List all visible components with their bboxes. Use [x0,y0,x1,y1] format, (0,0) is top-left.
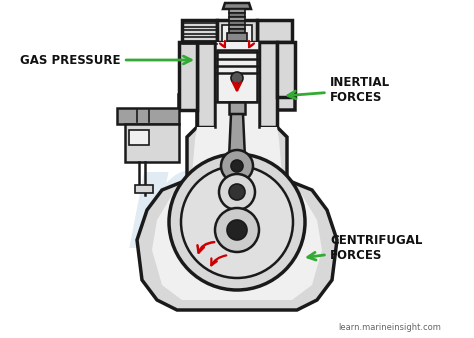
Bar [229,9,245,13]
Bar [135,185,153,193]
Bar [277,42,295,97]
Bar [229,25,245,29]
Bar [229,29,245,33]
Text: CENTRIFUGAL
FORCES: CENTRIFUGAL FORCES [308,234,422,262]
Circle shape [231,72,243,84]
Circle shape [227,220,247,240]
Circle shape [231,160,243,172]
Polygon shape [229,114,245,158]
Text: learn.marineinsight.com: learn.marineinsight.com [338,323,441,333]
Bar [215,42,259,127]
Bar [129,130,149,145]
Circle shape [215,208,259,252]
Bar [217,20,257,42]
Polygon shape [152,127,322,300]
Text: m: m [125,143,269,277]
Circle shape [181,166,293,278]
Circle shape [219,174,255,210]
Bar [229,17,245,21]
Bar [197,42,215,127]
Bar [259,42,277,127]
Polygon shape [137,95,337,310]
Bar [125,124,179,162]
Bar [222,25,252,42]
Polygon shape [223,3,251,9]
Polygon shape [182,20,217,42]
Circle shape [169,154,305,290]
Bar [217,50,257,102]
Bar [229,13,245,17]
Circle shape [229,184,245,200]
Bar [229,21,245,25]
Bar [229,102,245,114]
Bar [179,42,197,110]
Text: GAS PRESSURE: GAS PRESSURE [20,53,191,67]
Bar [227,33,247,41]
Bar [117,108,179,124]
Circle shape [221,150,253,182]
Polygon shape [257,20,292,42]
Text: INERTIAL
FORCES: INERTIAL FORCES [288,76,390,104]
